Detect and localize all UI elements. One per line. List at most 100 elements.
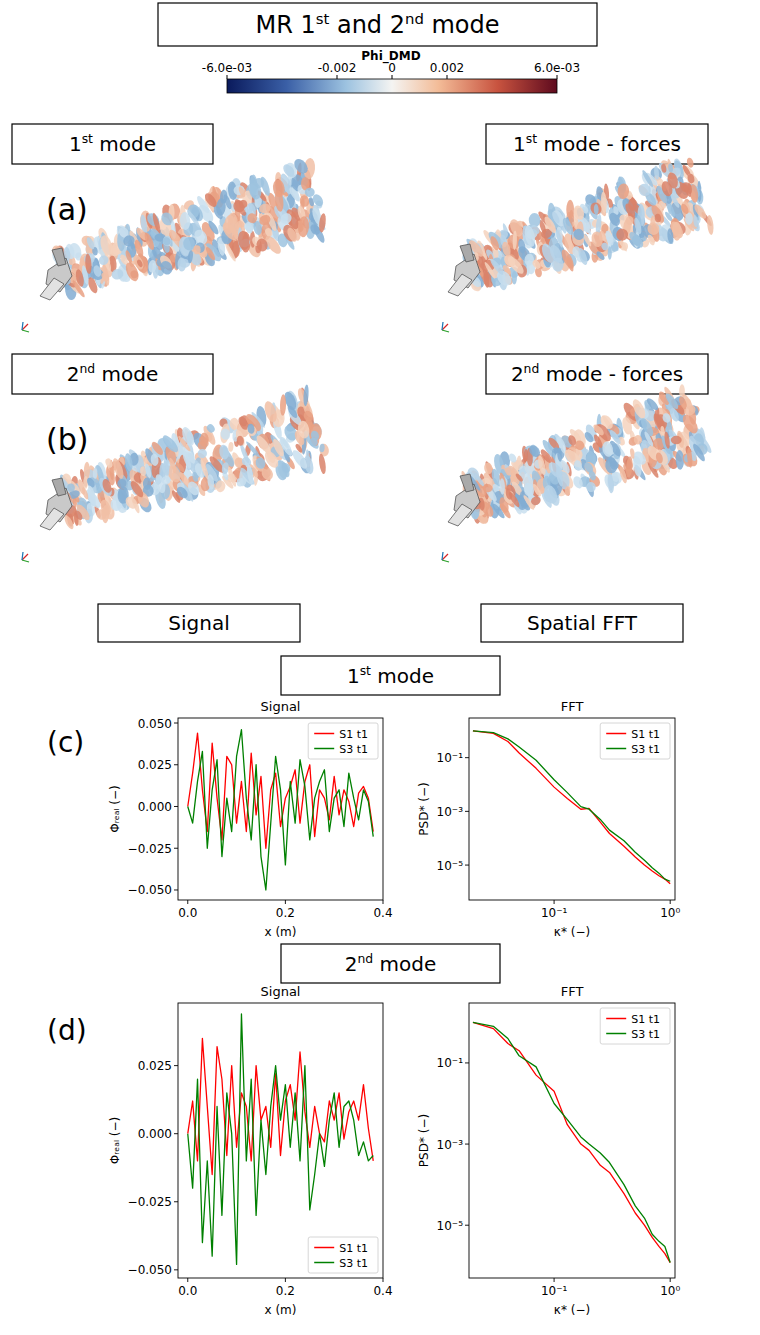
legend-box [308, 723, 378, 759]
vortex-patch [680, 203, 690, 216]
text-part: 1 [513, 132, 526, 156]
vortex-patch [255, 455, 270, 471]
vortex-patch [489, 257, 506, 276]
vortex-patch [539, 242, 557, 265]
x-tick [285, 900, 286, 904]
chart-title: FFT [561, 699, 584, 714]
vortex-patch [124, 453, 134, 472]
x-tick-label: 0.0 [178, 906, 197, 920]
y-tick [465, 1144, 469, 1145]
y-tick-label: 10⁻¹ [437, 751, 464, 765]
vortex-patch [228, 442, 234, 452]
x-tick-label: 0.2 [276, 1284, 295, 1298]
colorbar-tick [557, 75, 558, 79]
vortex-patch [123, 260, 141, 283]
vortex-patch [572, 204, 586, 221]
vortex-patch [85, 253, 93, 274]
vortex-patch [546, 460, 565, 480]
vortex-patch [238, 199, 248, 209]
y-tick-label: 10⁻³ [437, 1138, 464, 1152]
axis-triad [22, 552, 29, 562]
vortex-patch [604, 457, 618, 474]
legend-label: S1 t1 [339, 728, 368, 741]
x-tick [285, 1278, 286, 1282]
vortex-patch [280, 394, 287, 416]
vortex-patch [669, 193, 681, 209]
axis-triad-line [22, 322, 23, 330]
axis-triad-line [442, 330, 449, 332]
vortex-patch [187, 250, 194, 264]
axis-triad-line [442, 552, 443, 560]
vortex-patch [583, 431, 595, 444]
vortex-patch [205, 423, 216, 434]
vortex-patch [170, 489, 181, 504]
vortex-patch [101, 505, 109, 524]
y-tick [465, 865, 469, 866]
section-head: Signal [168, 611, 229, 635]
vortex-patch [74, 268, 85, 287]
vortex-patch [161, 236, 171, 247]
text-part: MR 1 [255, 11, 315, 39]
y-tick [465, 1225, 469, 1226]
vortex-patch [290, 448, 310, 471]
axis-triad-line [22, 330, 29, 332]
vortex-patch [245, 211, 259, 225]
rotor-blade [448, 504, 472, 526]
legend-box [308, 1237, 378, 1273]
vortex-patch [244, 222, 254, 234]
vortex-patch [482, 484, 492, 493]
y-tick [174, 1201, 178, 1202]
vortex-patch [523, 449, 528, 463]
legend-box [600, 1008, 670, 1044]
vortex-patch [577, 247, 589, 266]
vortex-patch [594, 204, 599, 215]
vortex-patch [285, 226, 299, 243]
vortex-patch [150, 453, 159, 466]
y-tick [174, 1269, 178, 1270]
vortex-patch [542, 483, 560, 505]
vortex-patch [287, 186, 301, 203]
vortex-patch [308, 197, 315, 207]
legend: S1 t1S3 t1 [600, 1008, 670, 1044]
vortex-patch [186, 209, 202, 229]
vortex-patch [215, 480, 226, 493]
legend-label: S3 t1 [631, 743, 660, 756]
vortex-patch [200, 432, 210, 445]
vortex-patch [175, 461, 186, 473]
vortex-patch [531, 259, 542, 271]
y-tick-label: 0.025 [138, 1059, 172, 1073]
label-box [281, 656, 500, 695]
vortex-patch [271, 438, 286, 459]
vortex-patch [224, 243, 237, 263]
vortex-patch [687, 173, 696, 184]
series-line [188, 1014, 373, 1265]
legend-box [600, 723, 670, 759]
vortex-patch [557, 448, 563, 462]
text-part: st [360, 663, 371, 678]
x-tick-label: 0.4 [373, 1284, 392, 1298]
vortex-patch [566, 200, 574, 220]
vortex-patch [636, 181, 653, 198]
vortex-patch [226, 466, 237, 488]
axis-triad-line [22, 560, 29, 562]
vortex-patch [706, 215, 714, 236]
text-part: 2 [511, 362, 524, 386]
label-box [281, 944, 500, 983]
x-axis-title: κ* (−) [554, 925, 590, 939]
vortex-patch [660, 163, 667, 173]
legend: S1 t1S3 t1 [308, 1237, 378, 1273]
vortex-patch [630, 397, 648, 420]
vortex-patch [67, 483, 76, 492]
chart: Signal0.00.20.4−0.050−0.0250.0000.025x (… [108, 984, 393, 1317]
text-part: 2 [67, 362, 80, 386]
legend: S1 t1S3 t1 [308, 723, 378, 759]
vortex-patch [634, 435, 643, 445]
label-box [486, 124, 708, 164]
axis-triad [22, 322, 29, 332]
vortex-patch [281, 162, 297, 179]
colorbar-tick [227, 75, 228, 79]
vortex-patch [110, 268, 124, 281]
y-tick [465, 1062, 469, 1063]
x-tick [187, 900, 188, 904]
axis-triad [442, 322, 449, 332]
